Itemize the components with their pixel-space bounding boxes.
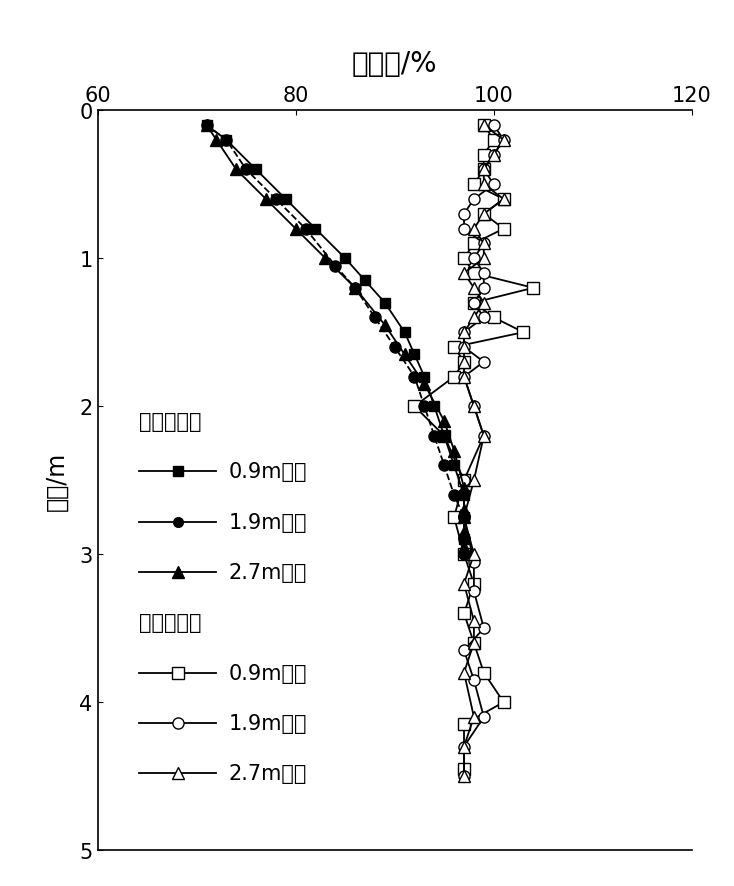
Text: 1.9m路基: 1.9m路基: [228, 713, 307, 733]
Text: 人工浸水前: 人工浸水前: [139, 411, 202, 431]
Y-axis label: 深度/m: 深度/m: [44, 451, 68, 510]
X-axis label: 饱和度/%: 饱和度/%: [352, 51, 437, 78]
Text: 人工浸水后: 人工浸水后: [139, 612, 202, 633]
Text: 0.9m路基: 0.9m路基: [228, 462, 307, 482]
Text: 0.9m路基: 0.9m路基: [228, 663, 307, 683]
Text: 2.7m路基: 2.7m路基: [228, 764, 307, 783]
Text: 1.9m路基: 1.9m路基: [228, 512, 307, 532]
Text: 2.7m路基: 2.7m路基: [228, 563, 307, 582]
